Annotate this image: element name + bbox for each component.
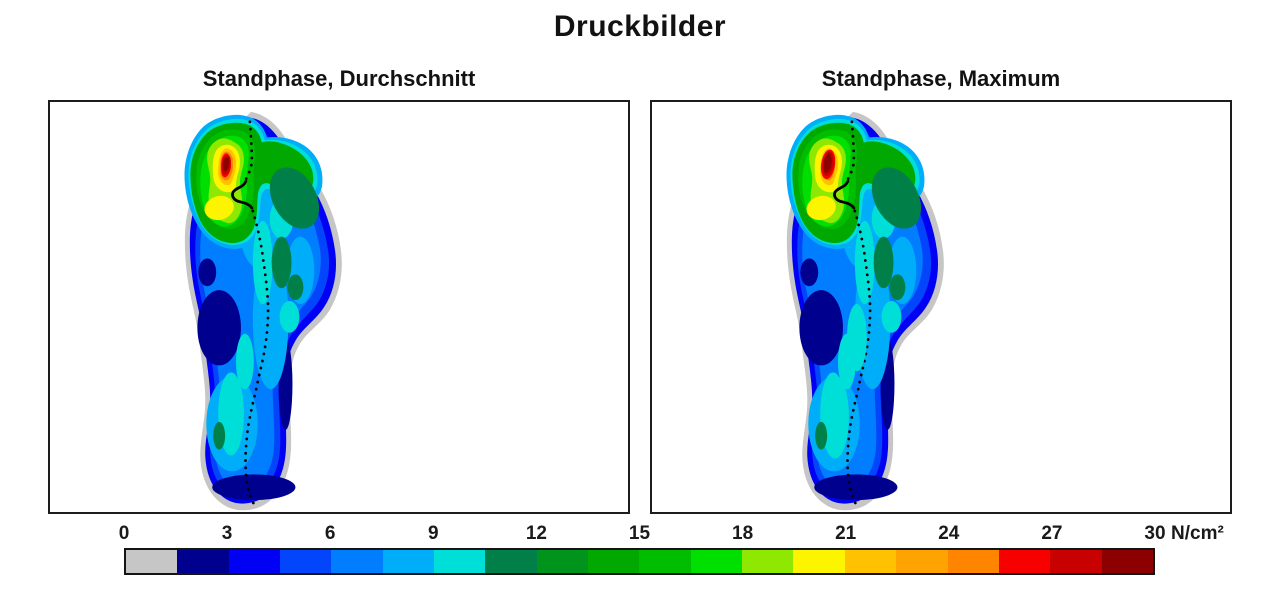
pressure-colorbar bbox=[124, 548, 1155, 575]
colorbar-tick-18: 18 bbox=[732, 523, 754, 544]
panel-title-average: Standphase, Durchschnitt bbox=[202, 66, 476, 91]
panel-title-maximum: Standphase, Maximum bbox=[821, 66, 1061, 91]
colorbar-segment-1 bbox=[177, 550, 229, 573]
colorbar-segment-2 bbox=[228, 550, 281, 573]
colorbar-segment-9 bbox=[588, 550, 640, 573]
colorbar-segment-0 bbox=[126, 550, 178, 573]
colorbar-segment-18 bbox=[1050, 550, 1102, 573]
colorbar-tick-30: 30 bbox=[1144, 523, 1166, 544]
colorbar-segment-15 bbox=[896, 550, 948, 573]
colorbar-tick-6: 6 bbox=[324, 523, 336, 544]
colorbar-segment-6 bbox=[434, 550, 486, 573]
colorbar-segment-8 bbox=[536, 550, 589, 573]
pressure-panel-average bbox=[48, 100, 630, 514]
colorbar-segment-12 bbox=[742, 550, 794, 573]
pressure-panel-maximum bbox=[650, 100, 1232, 514]
colorbar-segment-11 bbox=[690, 550, 743, 573]
colorbar-segment-19 bbox=[1101, 550, 1153, 573]
colorbar-tick-15: 15 bbox=[628, 523, 651, 544]
colorbar-segment-5 bbox=[382, 550, 435, 573]
colorbar-segment-10 bbox=[639, 550, 691, 573]
colorbar-tick-0: 0 bbox=[118, 523, 130, 544]
pressure-map-maximum bbox=[785, 110, 946, 512]
colorbar-tick-12: 12 bbox=[525, 523, 547, 544]
colorbar-tick-27: 27 bbox=[1041, 523, 1063, 544]
colorbar-segment-16 bbox=[947, 550, 999, 573]
colorbar-unit-label: N/cm² bbox=[1171, 523, 1224, 544]
maximum-extra-contours bbox=[815, 149, 867, 459]
colorbar-segment-13 bbox=[793, 550, 845, 573]
colorbar-segment-7 bbox=[485, 550, 537, 573]
colorbar-segment-17 bbox=[998, 550, 1051, 573]
colorbar-tick-24: 24 bbox=[938, 523, 960, 544]
page-title: Druckbilder bbox=[553, 10, 727, 43]
colorbar-tick-21: 21 bbox=[835, 523, 857, 544]
colorbar-segment-3 bbox=[280, 550, 332, 573]
colorbar-tick-3: 3 bbox=[221, 523, 233, 544]
pressure-map-average bbox=[183, 110, 344, 512]
colorbar-segment-14 bbox=[844, 550, 897, 573]
colorbar-tick-9: 9 bbox=[428, 523, 439, 544]
colorbar-segment-4 bbox=[331, 550, 383, 573]
